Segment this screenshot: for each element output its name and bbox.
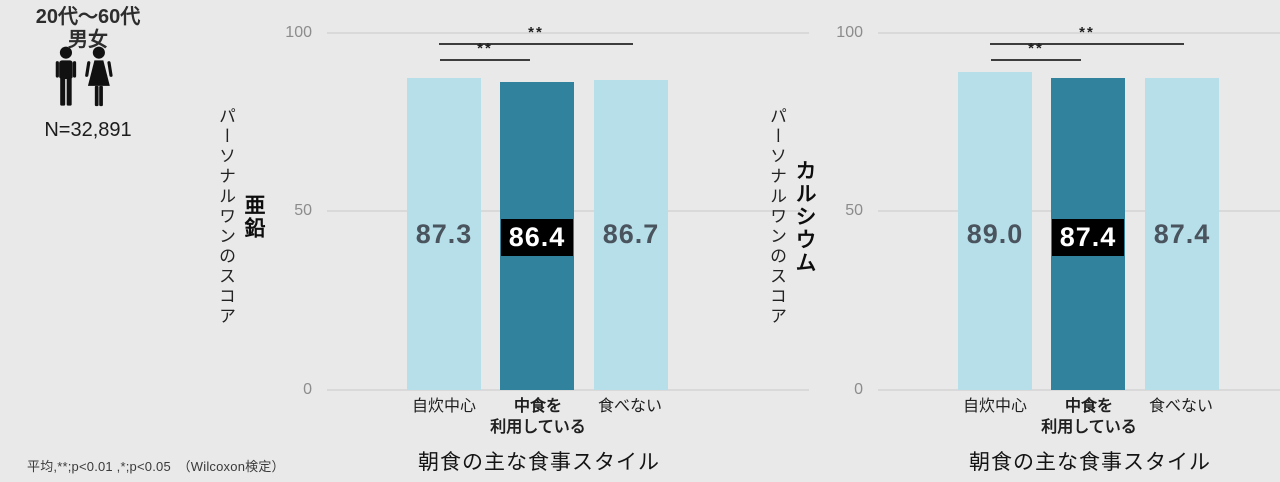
significance-bracket-1-3: ** [439,24,633,45]
y-tick-50: 50 [845,202,863,219]
significance-stars: ** [1028,40,1044,57]
gridline-100 [327,32,809,34]
value-label-highlighted: 87.4 [1051,219,1125,257]
y-tick-0: 0 [854,381,863,398]
nutrient-label-zinc: 亜鉛 [242,194,265,240]
value-label: 87.3 [415,219,473,249]
value-label: 86.7 [602,219,660,249]
bar-no-breakfast [1145,77,1219,390]
audience-label: 20代〜60代 男女 [35,6,141,51]
gridline-0 [327,389,809,391]
x-axis-title: 朝食の主な食事スタイル [418,451,660,474]
chart-zinc: パーソナルワンのスコア 亜鉛 100 50 0 87.3 86.4 86.7 *… [205,0,809,482]
value-label-highlighted: 86.4 [500,219,574,257]
woman-icon [85,46,113,107]
significance-bracket-1-2: ** [440,40,530,61]
significance-stars: ** [477,40,493,57]
value-label: 87.4 [1153,219,1211,249]
x-category-ready-made: 中食を 利用している [1041,398,1137,436]
x-category-no-breakfast: 食べない [1148,398,1213,415]
plot-area: 87.3 86.4 86.7 ** ** [327,24,809,391]
significance-bracket-1-2: ** [991,40,1081,61]
x-category-no-breakfast: 食べない [597,398,662,415]
bar-no-breakfast [594,80,668,390]
significance-stars: ** [528,24,544,41]
y-tick-50: 50 [294,202,312,219]
value-label: 89.0 [966,219,1024,249]
man-woman-icon [50,46,118,112]
x-axis-title: 朝食の主な食事スタイル [969,451,1211,474]
statistics-footnote: 平均,**;p<0.01 ,*;p<0.05 （Wilcoxon検定） [27,459,285,474]
significance-bracket-1-3: ** [990,24,1184,45]
y-tick-100: 100 [285,24,312,41]
y-axis-label: パーソナルワンのスコア [216,107,235,327]
x-category-self-cooking: 自炊中心 [962,398,1027,415]
man-icon [55,46,77,106]
y-axis-label: パーソナルワンのスコア [767,107,786,327]
bar-self-cooking [958,72,1032,390]
y-tick-0: 0 [303,381,312,398]
nutrient-label-calcium: カルシウム [793,159,816,275]
plot-area: 89.0 87.4 87.4 ** ** [878,24,1280,391]
gridline-100 [878,32,1280,34]
bar-self-cooking [407,78,481,390]
x-category-self-cooking: 自炊中心 [411,398,476,415]
chart-calcium: パーソナルワンのスコア カルシウム 100 50 0 89.0 87.4 87.… [756,0,1280,482]
significance-stars: ** [1079,24,1095,41]
sample-size-label: N=32,891 [44,119,132,141]
gridline-0 [878,389,1280,391]
y-tick-100: 100 [836,24,863,41]
x-category-ready-made: 中食を 利用している [490,398,586,436]
